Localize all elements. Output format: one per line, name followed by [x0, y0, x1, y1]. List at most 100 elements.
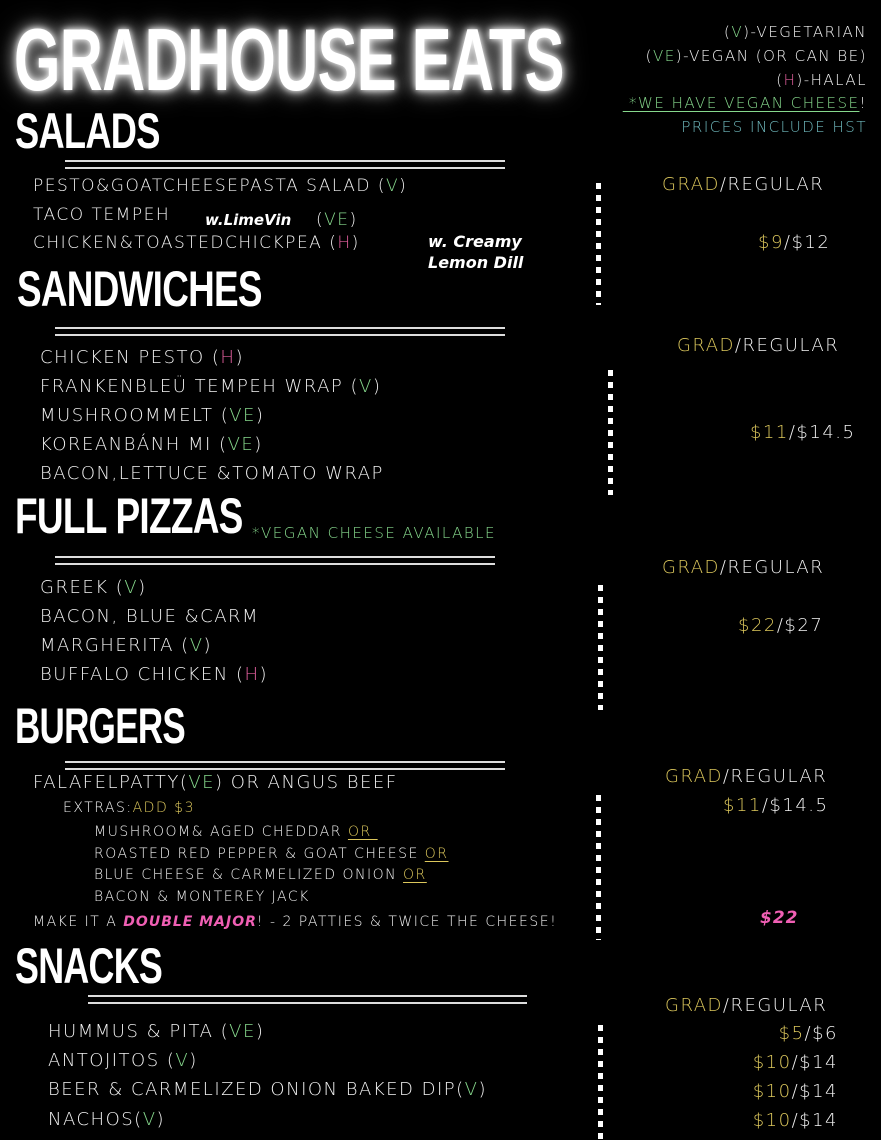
price: $10/$14: [753, 1054, 838, 1072]
price-segment: $11: [750, 422, 789, 443]
vegan-cheese-note: *VEGAN CHEESE AVAILABLE: [252, 523, 496, 542]
menu-item: FRANKENBLEÜ TEMPEH WRAP (V): [40, 378, 381, 396]
menu-item-segment: ): [399, 175, 408, 196]
menu-item-segment: GREEK (: [40, 577, 125, 598]
price-segment: $9: [758, 232, 784, 253]
menu-item-segment: H: [220, 347, 236, 368]
price-segment: $5: [778, 1023, 805, 1044]
price-header-segment: GRAD: [662, 174, 720, 195]
menu-item-segment: BEER & CARMELIZED ONION BAKED DIP(: [48, 1079, 465, 1100]
menu-item-segment: BACON, BLUE &CARM: [40, 606, 260, 627]
menu-extra-option-segment: BLUE CHEESE & CARMELIZED ONION: [94, 867, 404, 883]
menu-item-segment: V: [175, 1050, 190, 1071]
menu-item-segment: ): [138, 577, 147, 598]
price-segment: /$27: [776, 615, 824, 636]
legend-line-segment: )-VEGETARIAN: [743, 22, 867, 41]
page-title: GRADHOUSE EATS: [14, 10, 564, 109]
menu-extra-option-segment: OR: [424, 846, 449, 862]
double-divider: [65, 160, 505, 169]
menu-item-segment: V: [124, 577, 139, 598]
menu-item: MARGHERITA (V): [40, 637, 212, 655]
price-segment: /$14.5: [761, 795, 829, 816]
price: $22/$27: [738, 617, 823, 635]
menu-item-segment: V: [385, 175, 400, 196]
menu-item-segment: VE: [188, 772, 216, 793]
price-header-segment: /REGULAR: [734, 335, 840, 356]
section-heading-sandwiches: SANDWICHES: [17, 261, 263, 317]
menu-extra-option-segment: MUSHROOM& AGED CHEDDAR: [94, 824, 348, 840]
price: $11/$14.5: [750, 424, 855, 442]
menu-extra-option-segment: ROASTED RED PEPPER & GOAT CHEESE: [94, 846, 425, 862]
menu-item-segment: ): [254, 434, 263, 455]
section-heading-burgers: BURGERS: [15, 698, 186, 754]
menu-item-segment: ): [235, 347, 244, 368]
item-note: Lemon Dill: [428, 253, 524, 272]
legend-line: (V)-VEGETARIAN: [724, 22, 867, 41]
price-segment: /$14: [791, 1110, 838, 1131]
menu-item-segment: H: [244, 664, 260, 685]
price-segment: $10: [752, 1110, 792, 1131]
menu-item: CHICKEN&TOASTEDCHICKPEA (H): [33, 232, 360, 253]
menu-extra-option-segment: OR: [403, 867, 427, 883]
menu-item-segment: MARGHERITA (: [40, 635, 190, 656]
price: $10/$14: [753, 1112, 838, 1130]
legend-line-segment: )-HALAL: [796, 70, 867, 89]
item-note-tag: (VE): [316, 211, 358, 229]
menu-item: HUMMUS & PITA (VE): [48, 1023, 264, 1041]
menu-extra-option: BACON & MONTEREY JACK: [94, 890, 310, 904]
legend-line-segment: (: [724, 22, 732, 41]
menu-item-segment: CHICKEN&TOASTEDCHICKPEA (: [33, 232, 338, 253]
double-divider: [55, 556, 495, 565]
menu-item: BEER & CARMELIZED ONION BAKED DIP(V): [48, 1081, 487, 1099]
menu-item: KOREANBÁNH MI (VE): [40, 436, 263, 454]
price: $10/$14: [753, 1083, 838, 1101]
menu-item: MUSHROOMMELT (VE): [40, 407, 264, 425]
double-major-line-segment: DOUBLE MAJOR: [123, 914, 257, 930]
menu-extras-segment: ADD $3: [132, 800, 195, 816]
legend-line: (VE)-VEGAN (OR CAN BE): [645, 46, 867, 65]
menu-item-segment: V: [464, 1079, 479, 1100]
price-header-segment: GRAD: [665, 766, 723, 787]
price-double-major: $22: [760, 909, 799, 927]
menu-item-segment: FRANKENBLEÜ TEMPEH WRAP (: [40, 376, 360, 397]
menu-item-segment: CHICKEN PESTO (: [40, 347, 221, 368]
menu-item-segment: ): [351, 232, 360, 253]
dotted-separator: [598, 585, 603, 710]
menu-item: TACO TEMPEH: [33, 204, 171, 225]
legend-line: PRICES INCLUDE HST: [681, 117, 867, 136]
menu-item-segment: ): [156, 1109, 166, 1130]
menu-item-segment: BUFFALO CHICKEN (: [40, 664, 245, 685]
menu-item-segment: BACON,LETTUCE &TOMATO WRAP: [40, 463, 384, 484]
menu-item: CHICKEN PESTO (H): [40, 349, 244, 367]
double-divider: [65, 761, 505, 770]
menu-item-segment: ): [255, 405, 265, 426]
menu-extra-option-segment: BACON & MONTEREY JACK: [94, 889, 310, 905]
price-header-segment: GRAD: [662, 557, 720, 578]
dotted-separator: [596, 795, 601, 940]
menu-item-segment: KOREANBÁNH MI (: [40, 434, 228, 455]
menu-item-segment: V: [142, 1109, 157, 1130]
price-segment: /$14: [791, 1052, 838, 1073]
dotted-separator: [596, 183, 601, 305]
menu-item: BACON,LETTUCE &TOMATO WRAP: [40, 465, 384, 483]
menu-extra-option: ROASTED RED PEPPER & GOAT CHEESE OR: [94, 847, 449, 861]
price-header-segment: /REGULAR: [722, 995, 828, 1016]
menu-item-segment: H: [337, 232, 352, 253]
legend-line-segment: VE: [653, 46, 676, 65]
menu-extras-segment: EXTRAS:: [63, 800, 133, 816]
menu-item: PESTO&GOATCHEESEPASTA SALAD (V): [33, 175, 408, 196]
legend-line-segment: (: [645, 46, 654, 65]
legend-line-segment: PRICES INCLUDE HST: [681, 117, 867, 136]
menu-item-segment: V: [359, 376, 373, 397]
item-note: w.LimeVin: [205, 210, 292, 229]
price-segment: $11: [723, 795, 762, 816]
item-note: w. Creamy: [428, 232, 522, 251]
price-header-segment: /REGULAR: [719, 557, 825, 578]
price-header: GRAD/REGULAR: [665, 997, 827, 1015]
section-heading-salads: SALADS: [15, 103, 160, 159]
menu-item-segment: ): [255, 1021, 265, 1042]
menu-item-segment: ) OR ANGUS BEEF: [215, 772, 398, 793]
double-major-line: MAKE IT A DOUBLE MAJOR! - 2 PATTIES & TW…: [33, 915, 557, 929]
menu-item-segment: TACO TEMPEH: [33, 204, 171, 225]
price-header: GRAD/REGULAR: [662, 559, 824, 577]
